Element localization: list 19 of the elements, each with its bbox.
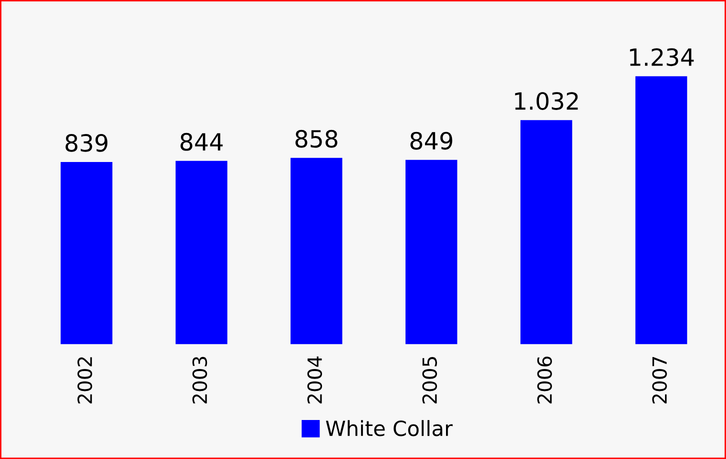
bar xyxy=(635,76,688,344)
data-label: 844 xyxy=(180,132,223,151)
x-tick-label: 2007 xyxy=(652,357,667,404)
data-label: 849 xyxy=(410,132,452,150)
data-label: 1.234 xyxy=(630,48,694,66)
x-tick-label: 2005 xyxy=(422,357,438,404)
data-label: 1.032 xyxy=(515,92,578,110)
bar xyxy=(406,160,458,344)
x-tick-label: 2003 xyxy=(192,356,208,404)
bar xyxy=(290,158,342,344)
x-tick-label: 2002 xyxy=(77,357,92,404)
data-label: 858 xyxy=(295,130,338,148)
bar xyxy=(60,162,112,344)
bar xyxy=(520,120,572,344)
x-tick-label: 2006 xyxy=(537,356,552,404)
x-tick-label: 2004 xyxy=(307,356,322,404)
legend-label: White Collar xyxy=(326,420,453,436)
bar xyxy=(176,160,228,344)
data-label: 839 xyxy=(66,134,108,152)
